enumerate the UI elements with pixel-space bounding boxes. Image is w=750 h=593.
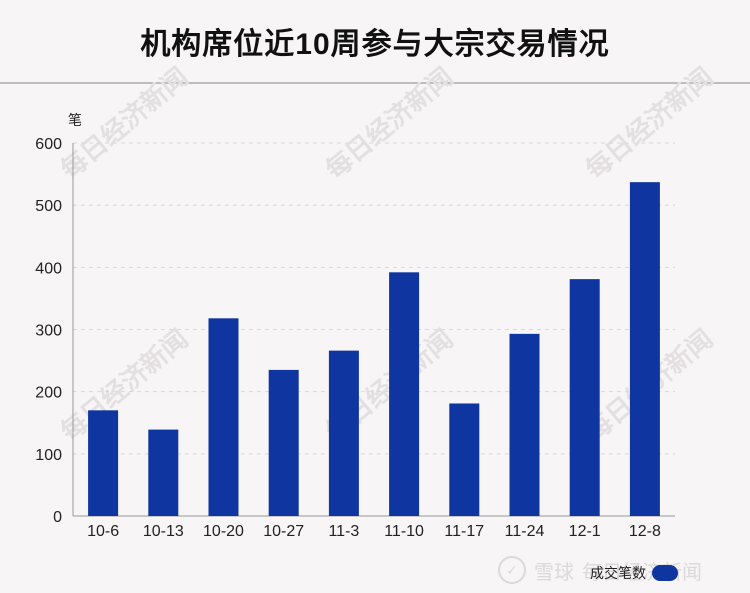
x-tick-label: 10-27 <box>263 523 304 540</box>
x-tick-label: 11-10 <box>384 523 424 540</box>
bar-11-10 <box>389 272 420 516</box>
x-tick-label: 11-24 <box>505 523 545 540</box>
x-tick-label: 10-6 <box>87 523 119 540</box>
x-tick-label: 12-1 <box>569 523 601 540</box>
y-tick-label: 600 <box>35 136 62 153</box>
x-tick-label: 11-3 <box>328 523 359 540</box>
bar-10-6 <box>88 410 119 516</box>
title-bar: 机构席位近10周参与大宗交易情况 <box>0 0 750 84</box>
x-tick-label: 11-17 <box>444 523 484 540</box>
y-tick-label: 200 <box>35 385 62 402</box>
bar-12-1 <box>569 279 600 516</box>
watermark-text: 每日经济新闻 <box>580 61 719 184</box>
brand-name: 雪球 <box>534 561 574 584</box>
y-axis: 0 100 200 300 400 500 600 <box>35 136 74 526</box>
y-tick-label: 500 <box>35 198 62 215</box>
watermark-text: 每日经济新闻 <box>320 61 459 184</box>
watermark-text: 每日经济新闻 <box>55 323 194 446</box>
y-tick-label: 300 <box>35 323 62 340</box>
bar-10-13 <box>148 429 179 516</box>
y-tick-label: 0 <box>53 509 62 526</box>
bar-10-27 <box>268 369 299 516</box>
x-tick-label: 10-20 <box>203 523 244 540</box>
bar-12-8 <box>629 182 660 517</box>
bar-11-24 <box>509 333 540 516</box>
bar-10-20 <box>208 318 239 516</box>
x-tick-label: 12-8 <box>629 523 661 540</box>
watermarks: 每日经济新闻每日经济新闻每日经济新闻每日经济新闻每日经济新闻每日经济新闻 <box>55 61 719 446</box>
y-axis-label: 笔 <box>68 112 82 128</box>
brand-logo-icon: ✓ <box>498 556 526 584</box>
y-tick-label: 400 <box>35 260 62 277</box>
x-axis: 10-6 10-13 10-20 10-27 11-3 11-10 11-17 11-24 12… <box>73 515 675 540</box>
bar-11-17 <box>449 403 480 516</box>
chart-title: 机构席位近10周参与大宗交易情况 <box>140 28 610 61</box>
legend-swatch <box>652 565 678 581</box>
bar-11-3 <box>328 350 359 516</box>
y-tick-label: 100 <box>35 447 62 464</box>
legend: 成交笔数 <box>590 563 678 583</box>
legend-label: 成交笔数 <box>590 565 646 581</box>
bars <box>88 182 660 517</box>
x-tick-label: 10-13 <box>143 523 184 540</box>
